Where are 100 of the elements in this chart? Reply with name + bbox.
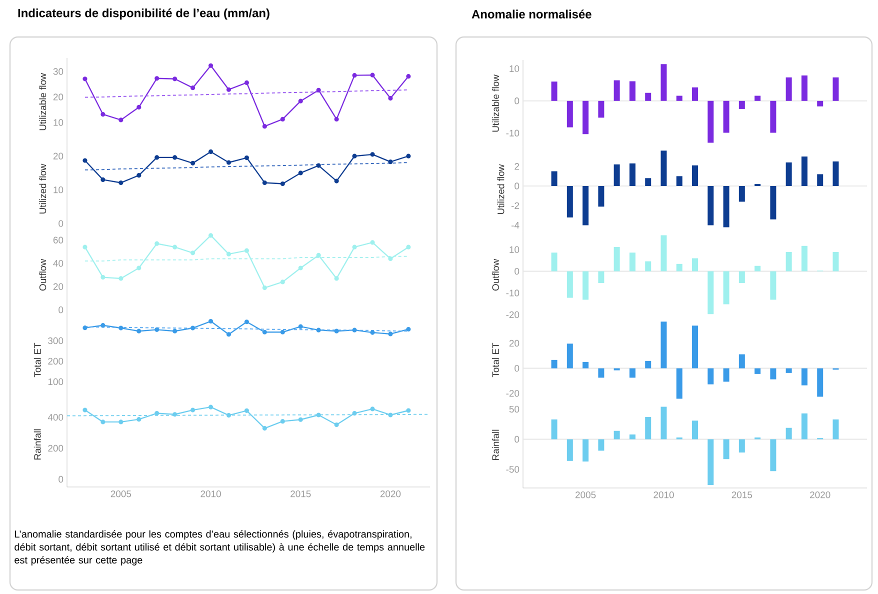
point — [226, 413, 232, 418]
point — [244, 408, 250, 413]
point — [334, 276, 339, 281]
point — [244, 155, 250, 160]
point — [136, 328, 142, 334]
bar — [738, 354, 745, 368]
point — [316, 163, 321, 168]
point — [388, 160, 393, 164]
bar — [629, 252, 636, 272]
bar — [754, 266, 761, 272]
point — [100, 177, 106, 182]
point — [298, 98, 303, 104]
y-axis-title: Utilizable flow — [492, 74, 499, 132]
bar — [614, 80, 620, 101]
bar — [566, 271, 573, 298]
bar — [566, 439, 573, 461]
y-tick-label: 20 — [509, 340, 520, 347]
y-tick-label: -20 — [506, 311, 520, 318]
bar — [708, 186, 714, 226]
bar — [676, 176, 682, 186]
bar — [801, 368, 808, 386]
bar — [723, 100, 730, 133]
point — [334, 178, 339, 184]
point — [298, 170, 303, 176]
y-tick-label: 300 — [48, 337, 64, 344]
point — [100, 112, 106, 117]
point — [172, 328, 178, 334]
bar — [660, 406, 667, 440]
point — [316, 252, 321, 258]
point — [316, 88, 321, 92]
point — [262, 330, 267, 334]
point — [208, 233, 214, 238]
point — [154, 327, 160, 332]
point — [154, 241, 160, 246]
y-tick-label: -20 — [506, 390, 520, 397]
y-tick-label: 10 — [54, 186, 64, 194]
bar — [770, 100, 776, 133]
point — [334, 422, 339, 428]
bar — [660, 322, 667, 368]
bar — [786, 428, 792, 440]
x-tick-label: 2010 — [200, 490, 221, 498]
bar — [582, 186, 589, 226]
bar — [738, 439, 745, 453]
bar — [551, 82, 558, 101]
y-axis-title: Total ET — [492, 342, 499, 378]
bar — [692, 258, 698, 272]
point — [172, 155, 178, 160]
y-tick-label: 10 — [510, 246, 520, 253]
bar — [817, 368, 824, 397]
bar — [754, 368, 761, 374]
point — [136, 266, 142, 270]
bar — [723, 186, 730, 228]
bar — [801, 246, 808, 272]
point — [172, 412, 178, 417]
bar — [786, 252, 792, 272]
bar — [629, 81, 636, 101]
point — [226, 332, 232, 337]
point — [262, 285, 267, 290]
point — [262, 180, 267, 186]
x-tick-label: 2010 — [654, 492, 674, 498]
point — [118, 180, 124, 186]
y-axis-title: Utilizable flow — [39, 73, 46, 130]
point — [100, 323, 106, 328]
bar — [770, 186, 776, 220]
point — [226, 87, 232, 92]
bar — [598, 368, 604, 378]
point — [388, 256, 393, 262]
bar — [801, 413, 808, 440]
bar — [770, 368, 776, 380]
point — [82, 158, 88, 163]
bar — [801, 75, 808, 101]
y-tick-label: -2 — [512, 202, 520, 209]
bar — [614, 164, 620, 186]
y-tick-label: 20 — [53, 283, 64, 290]
bar — [738, 271, 745, 284]
y-axis-title: Outflow — [492, 258, 499, 291]
point — [280, 330, 285, 334]
bar — [582, 439, 589, 462]
bar — [551, 252, 558, 272]
bar — [598, 439, 604, 451]
bar — [786, 368, 792, 373]
bar — [692, 87, 698, 101]
point — [190, 250, 196, 256]
point — [370, 72, 375, 78]
bar — [629, 434, 636, 440]
point — [280, 181, 285, 186]
point — [154, 76, 160, 81]
y-tick-label: 200 — [48, 444, 64, 452]
point — [262, 124, 267, 129]
bar — [566, 186, 573, 218]
point — [82, 326, 88, 330]
bar — [614, 430, 620, 440]
y-axis-title: Rainfall — [34, 429, 41, 460]
point — [298, 266, 303, 270]
point — [316, 412, 321, 418]
point — [370, 406, 375, 412]
point — [334, 116, 339, 122]
bar — [676, 264, 682, 272]
point — [370, 330, 375, 335]
y-tick-label: -10 — [506, 130, 520, 136]
